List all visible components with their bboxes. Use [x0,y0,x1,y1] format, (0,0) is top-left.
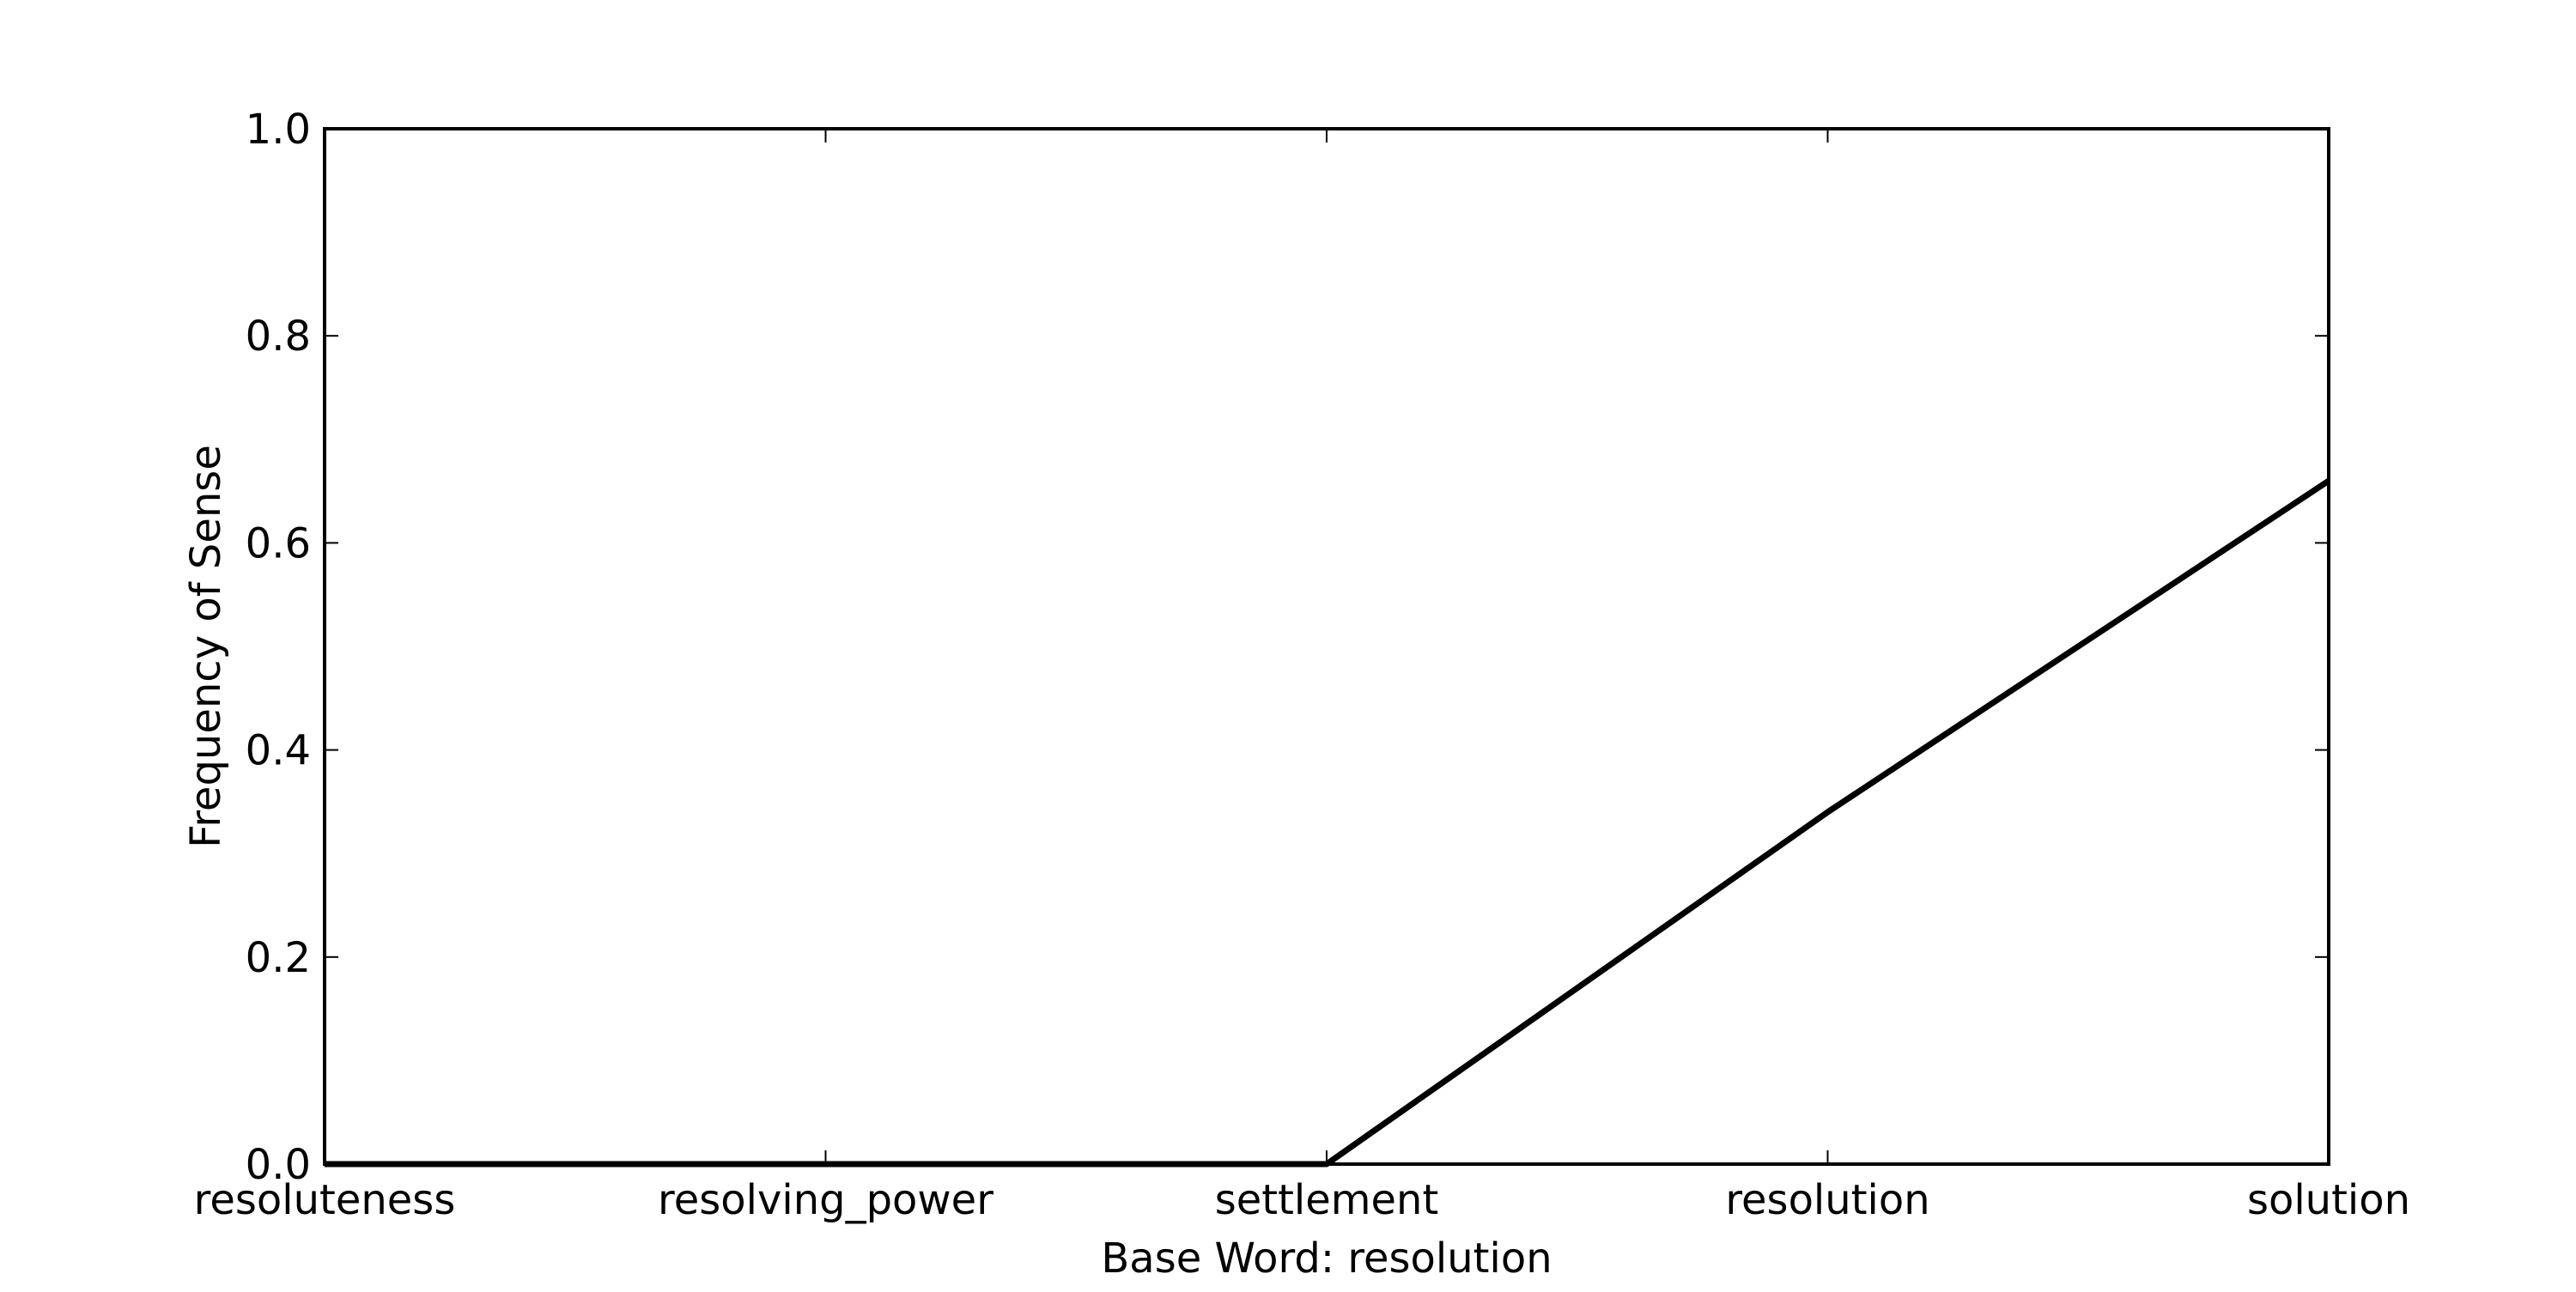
x-tick-label: resolution [1725,1176,1929,1224]
y-tick-label: 0.4 [246,727,311,775]
x-tick-label: resoluteness [194,1176,456,1224]
y-tick-label: 0.2 [246,934,311,982]
x-tick-label: settlement [1215,1176,1439,1224]
series-line [325,478,2330,1168]
y-tick-label: 0.0 [246,1141,311,1189]
y-tick-label: 1.0 [246,106,311,154]
plot-frame [323,127,2330,1166]
x-tick-label: resolving_power [658,1176,993,1224]
y-axis-label: Frequency of Sense [182,445,230,848]
series-layer [325,478,2330,1168]
tick-labels: resoluteness resolving_power settlement res… [194,106,2410,1224]
axis-ticks [324,128,2330,1165]
x-tick-label: solution [2247,1176,2410,1224]
x-axis-label: Base Word: resolution [1101,1234,1552,1283]
y-tick-label: 0.8 [246,312,311,361]
y-tick-label: 0.6 [246,519,311,567]
